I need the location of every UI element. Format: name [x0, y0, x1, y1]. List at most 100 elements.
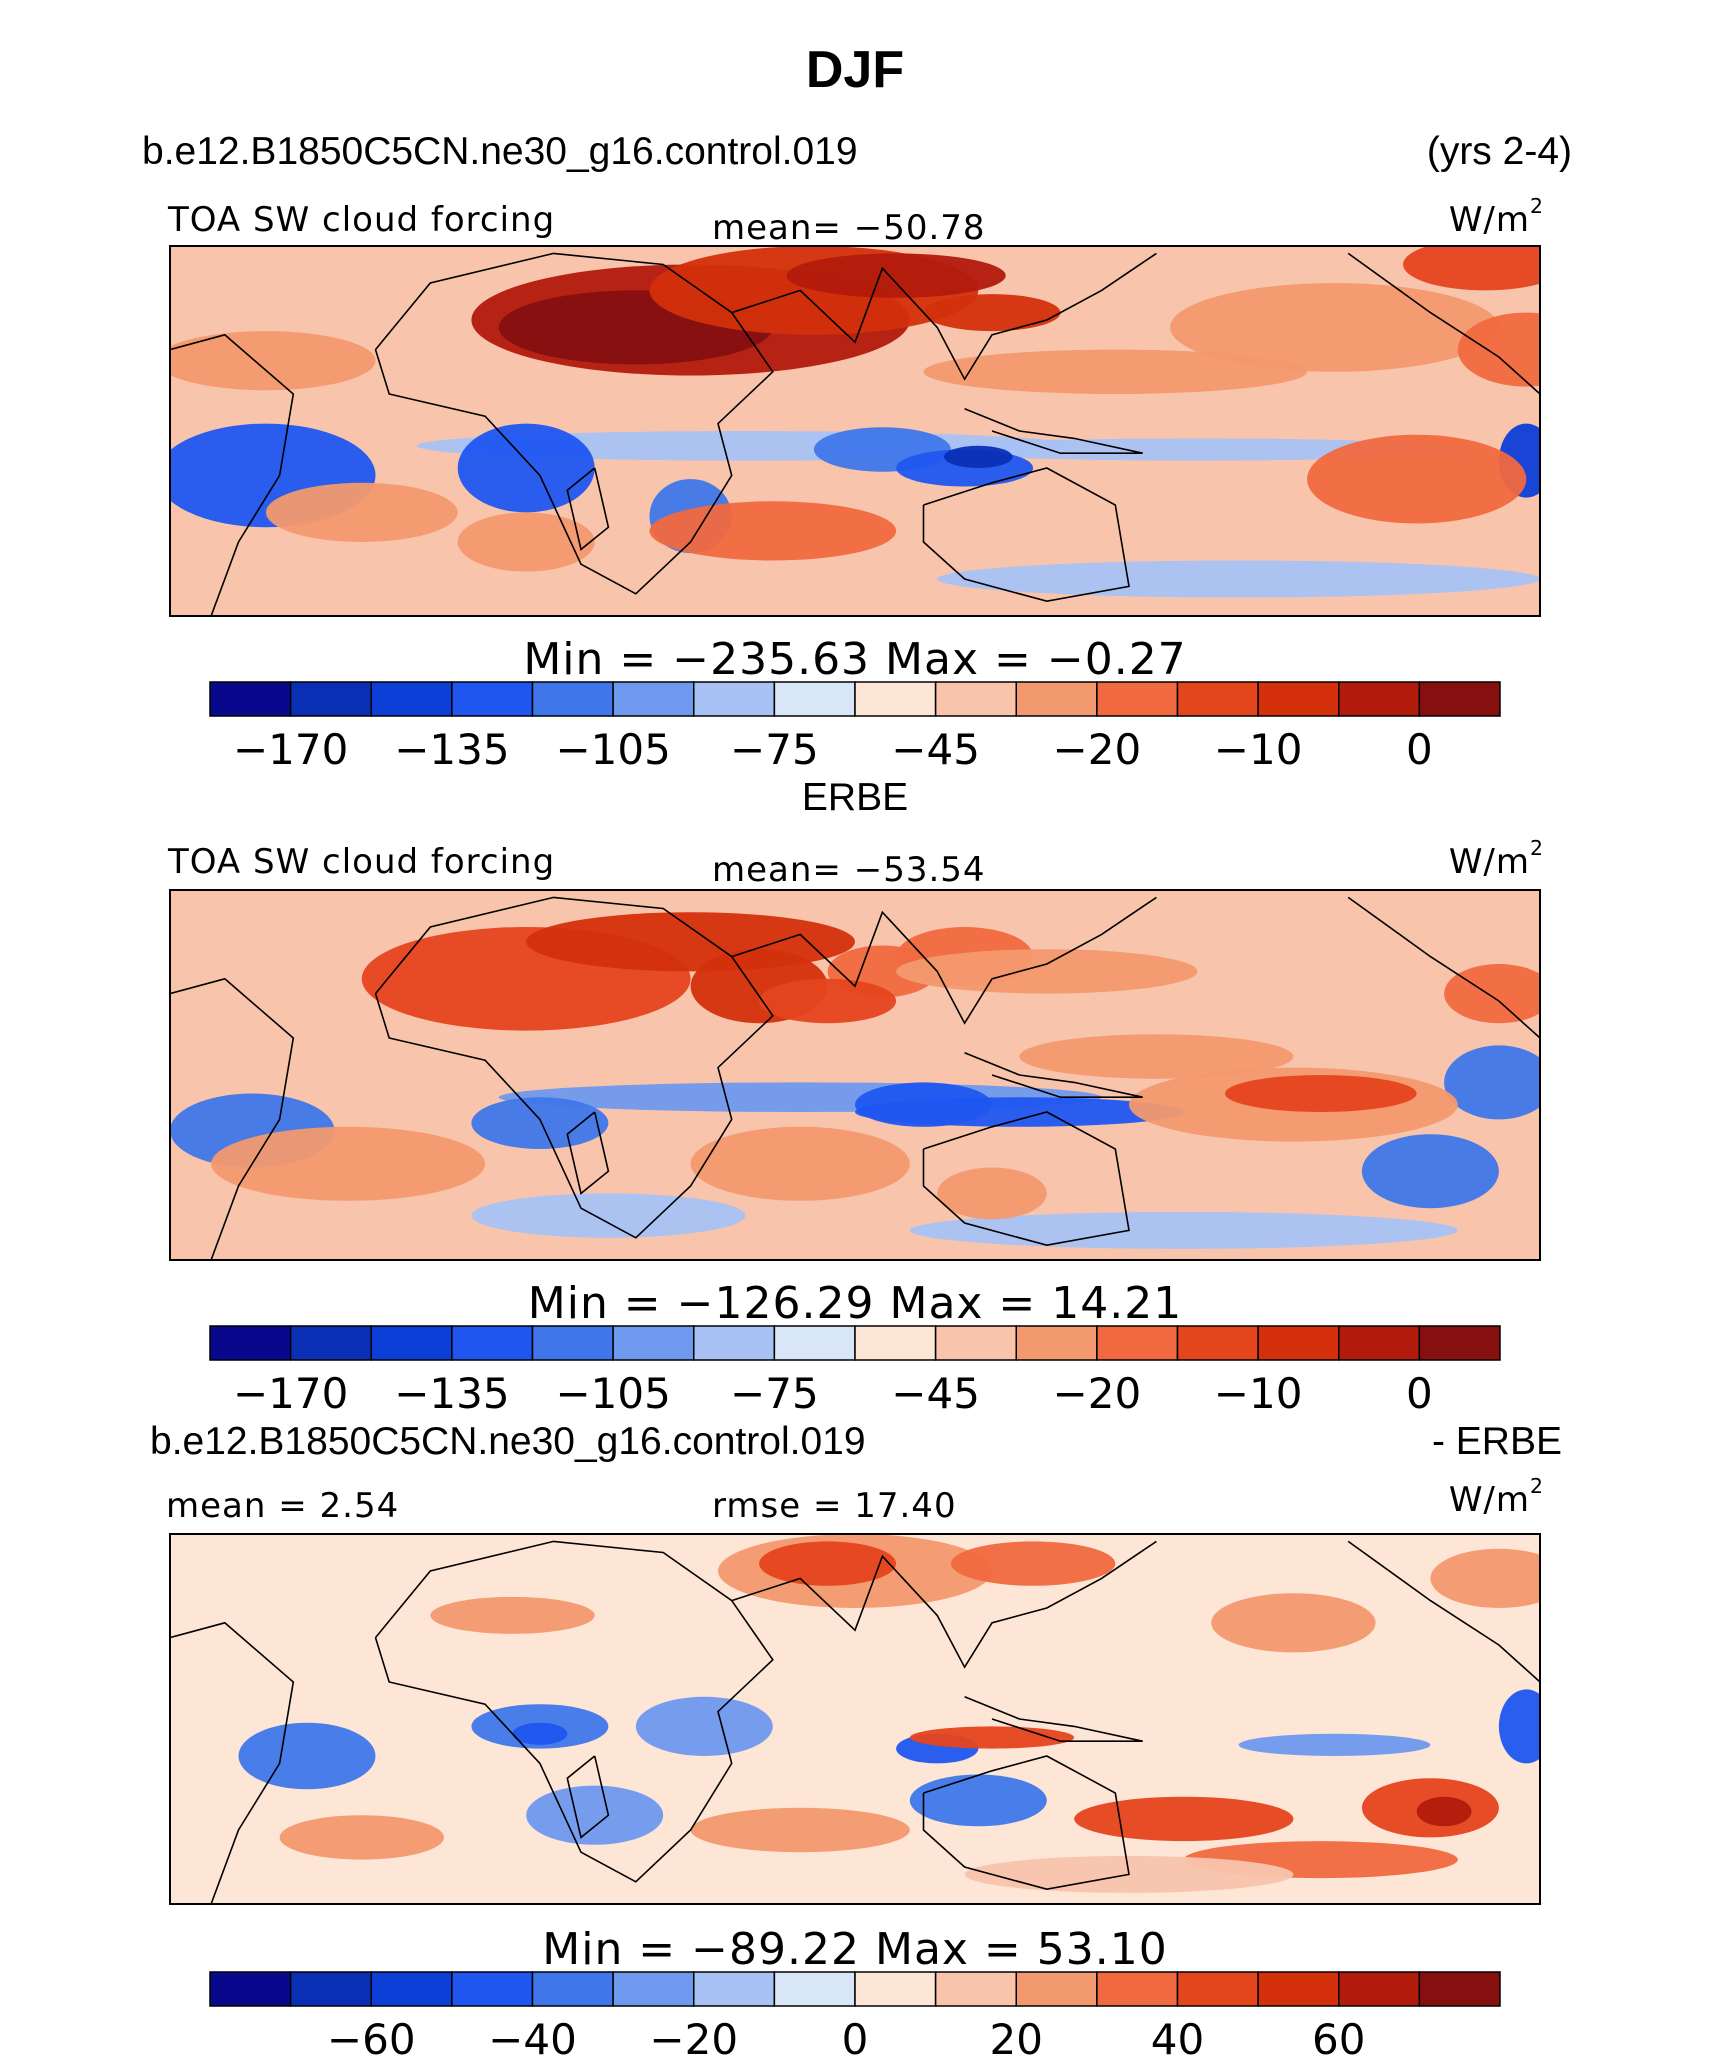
- colorbar-tick-label: 60: [1312, 2015, 1365, 2064]
- coastline: [566, 1111, 610, 1195]
- coastline: [922, 1111, 1130, 1247]
- map-panel-model: [169, 245, 1541, 617]
- field-contour: [786, 253, 1006, 298]
- colorbar-obs: −170 −135 −105 −75 −45 −20 −10 0: [209, 1325, 1501, 1418]
- panel1-variable: TOA SW cloud forcing: [168, 200, 556, 240]
- colorbar-tick-label: 0: [1406, 1369, 1433, 1418]
- colorbar-swatch: [693, 1971, 776, 2007]
- colorbar-swatch: [451, 1325, 534, 1361]
- field-contour: [1238, 1733, 1431, 1756]
- map-panel-difference: [169, 1533, 1541, 1905]
- colorbar-swatch: [451, 681, 534, 717]
- panel1-minmax: Min = −235.63 Max = −0.27: [523, 634, 1187, 685]
- colorbar-tick-label: −135: [394, 725, 509, 774]
- colorbar-model: −170 −135 −105 −75 −45 −20 −10 0: [209, 681, 1501, 774]
- panel2-variable: TOA SW cloud forcing: [168, 842, 556, 882]
- panel3-rmse: rmse = 17.40: [712, 1486, 957, 1526]
- coastline: [170, 977, 295, 1260]
- field-contour: [923, 294, 1061, 332]
- field-contour: [1307, 434, 1527, 524]
- coastline: [964, 1052, 1143, 1098]
- colorbar-tick-label: −135: [394, 1369, 509, 1418]
- panel1-mean: mean= −50.78: [712, 208, 986, 248]
- field-contour: [1430, 1548, 1540, 1608]
- map-frame: [169, 889, 1541, 1261]
- colorbar-swatch: [693, 1325, 776, 1361]
- colorbar-tick-label: 0: [842, 2015, 869, 2064]
- coastline: [1347, 252, 1540, 395]
- years-label: (yrs 2-4): [1426, 130, 1572, 173]
- colorbar-tick-label: −105: [555, 725, 670, 774]
- colorbar-tick-label: −10: [1214, 725, 1303, 774]
- coastline: [731, 896, 1157, 1025]
- colorbar-swatch: [1257, 681, 1340, 717]
- coastlines: [170, 1540, 1540, 1904]
- colorbar-tick-label: −20: [649, 2015, 738, 2064]
- panel2-minmax: Min = −126.29 Max = 14.21: [527, 1278, 1183, 1329]
- colorbar-tick-label: 40: [1151, 2015, 1204, 2064]
- colorbar-swatch: [773, 681, 856, 717]
- coastline: [374, 896, 774, 1239]
- field-contour: [279, 1815, 444, 1860]
- colorbar-swatch: [934, 681, 1017, 717]
- field-contour: [759, 1541, 897, 1586]
- field-contour: [430, 1596, 595, 1634]
- field-contour: [170, 960, 321, 1005]
- colorbar-swatch: [531, 1971, 614, 2007]
- diff-obs-label: - ERBE: [1431, 1420, 1562, 1463]
- colorbar-swatch: [1015, 681, 1098, 717]
- colorbar-swatch: [289, 681, 372, 717]
- colorbar-swatch: [1338, 1325, 1421, 1361]
- colorbar-swatch: [612, 1971, 695, 2007]
- panel3-minmax: Min = −89.22 Max = 53.10: [542, 1924, 1168, 1975]
- coastlines: [170, 252, 1540, 616]
- field-contour: [690, 1126, 910, 1201]
- colorbar-swatch: [1418, 1325, 1501, 1361]
- colorbar-swatch: [1015, 1325, 1098, 1361]
- field-contour: [937, 1167, 1047, 1220]
- field-contour: [635, 1696, 773, 1756]
- diff-case-name: b.e12.B1850C5CN.ne30_g16.control.019: [150, 1420, 866, 1463]
- colorbar-swatch: [1176, 1325, 1259, 1361]
- field-contour: [1444, 964, 1540, 1024]
- field-contour: [1170, 283, 1499, 372]
- field-contour: [1074, 1796, 1294, 1842]
- field-contour: [937, 560, 1540, 598]
- field-contour: [457, 512, 595, 572]
- colorbar-tick-label: −170: [233, 725, 348, 774]
- field-contour: [471, 1097, 609, 1149]
- colorbar-tick-label: 0: [1406, 725, 1433, 774]
- map-panel-obs: [169, 889, 1541, 1261]
- colorbar-swatch: [209, 1325, 292, 1361]
- field-contour: [855, 1082, 992, 1127]
- colorbar-swatch: [1096, 681, 1179, 717]
- field-contour: [526, 1785, 664, 1845]
- obs-label: ERBE: [801, 776, 909, 819]
- colorbar-tick-label: −10: [1214, 1369, 1303, 1418]
- field-contour: [690, 1807, 910, 1853]
- colorbar-swatch: [854, 681, 937, 717]
- colorbar-tick-label: 20: [990, 2015, 1043, 2064]
- field-contour: [1224, 1075, 1417, 1112]
- map-frame: [169, 245, 1541, 617]
- coastlines: [170, 896, 1540, 1260]
- field-contour: [649, 501, 897, 561]
- field-contour: [944, 445, 1013, 468]
- field-contour: [1444, 1045, 1540, 1120]
- colorbar-swatch: [854, 1971, 937, 2007]
- panel2-mean: mean= −53.54: [712, 850, 986, 890]
- coastline: [922, 1755, 1130, 1891]
- colorbar-swatch: [209, 1971, 292, 2007]
- panel3-mean: mean = 2.54: [166, 1486, 400, 1526]
- panel1-units: W/m2: [1448, 194, 1544, 240]
- coastline: [731, 1540, 1157, 1669]
- coastline: [922, 467, 1130, 603]
- colorbar-tick-label: −105: [555, 1369, 670, 1418]
- colorbar-swatch: [370, 681, 453, 717]
- field-contour: [1403, 246, 1540, 291]
- colorbar-swatch: [451, 1971, 534, 2007]
- colorbar-tick-label: −60: [327, 2015, 416, 2064]
- coastline: [170, 333, 295, 616]
- colorbar-swatch: [1176, 1971, 1259, 2007]
